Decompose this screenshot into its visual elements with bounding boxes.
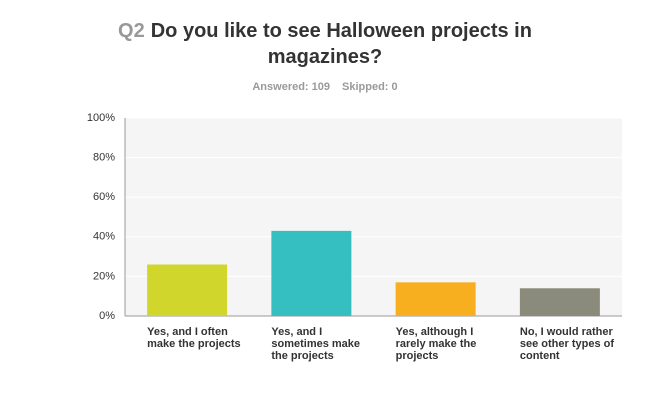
title-block: Q2 Do you like to see Halloween projects …: [110, 18, 540, 70]
stats: Answered: 109 Skipped: 0: [0, 81, 650, 93]
y-tick-label: 20%: [93, 270, 115, 282]
y-tick-label: 0%: [99, 310, 115, 322]
question-number: Q2: [118, 20, 145, 42]
x-tick-label: Yes, and I often make the projects: [147, 326, 241, 350]
bar: [271, 230, 352, 316]
x-tick-label: No, I would rather see other types of co…: [519, 326, 615, 362]
skipped: Skipped: 0: [342, 81, 398, 93]
x-tick-label: Yes, although I rarely make the projects: [395, 326, 477, 362]
bar: [147, 264, 228, 316]
chart-title: Do you like to see Halloween projects in…: [150, 20, 532, 68]
answered: Answered: 109: [252, 81, 331, 93]
x-tick-label: Yes, and I sometimes make the projects: [271, 326, 361, 362]
y-tick-label: 40%: [93, 231, 115, 243]
bar: [519, 288, 600, 316]
y-tick-label: 100%: [87, 112, 115, 124]
y-tick-label: 80%: [93, 152, 115, 164]
bar: [395, 282, 476, 316]
y-tick-label: 60%: [93, 191, 115, 203]
